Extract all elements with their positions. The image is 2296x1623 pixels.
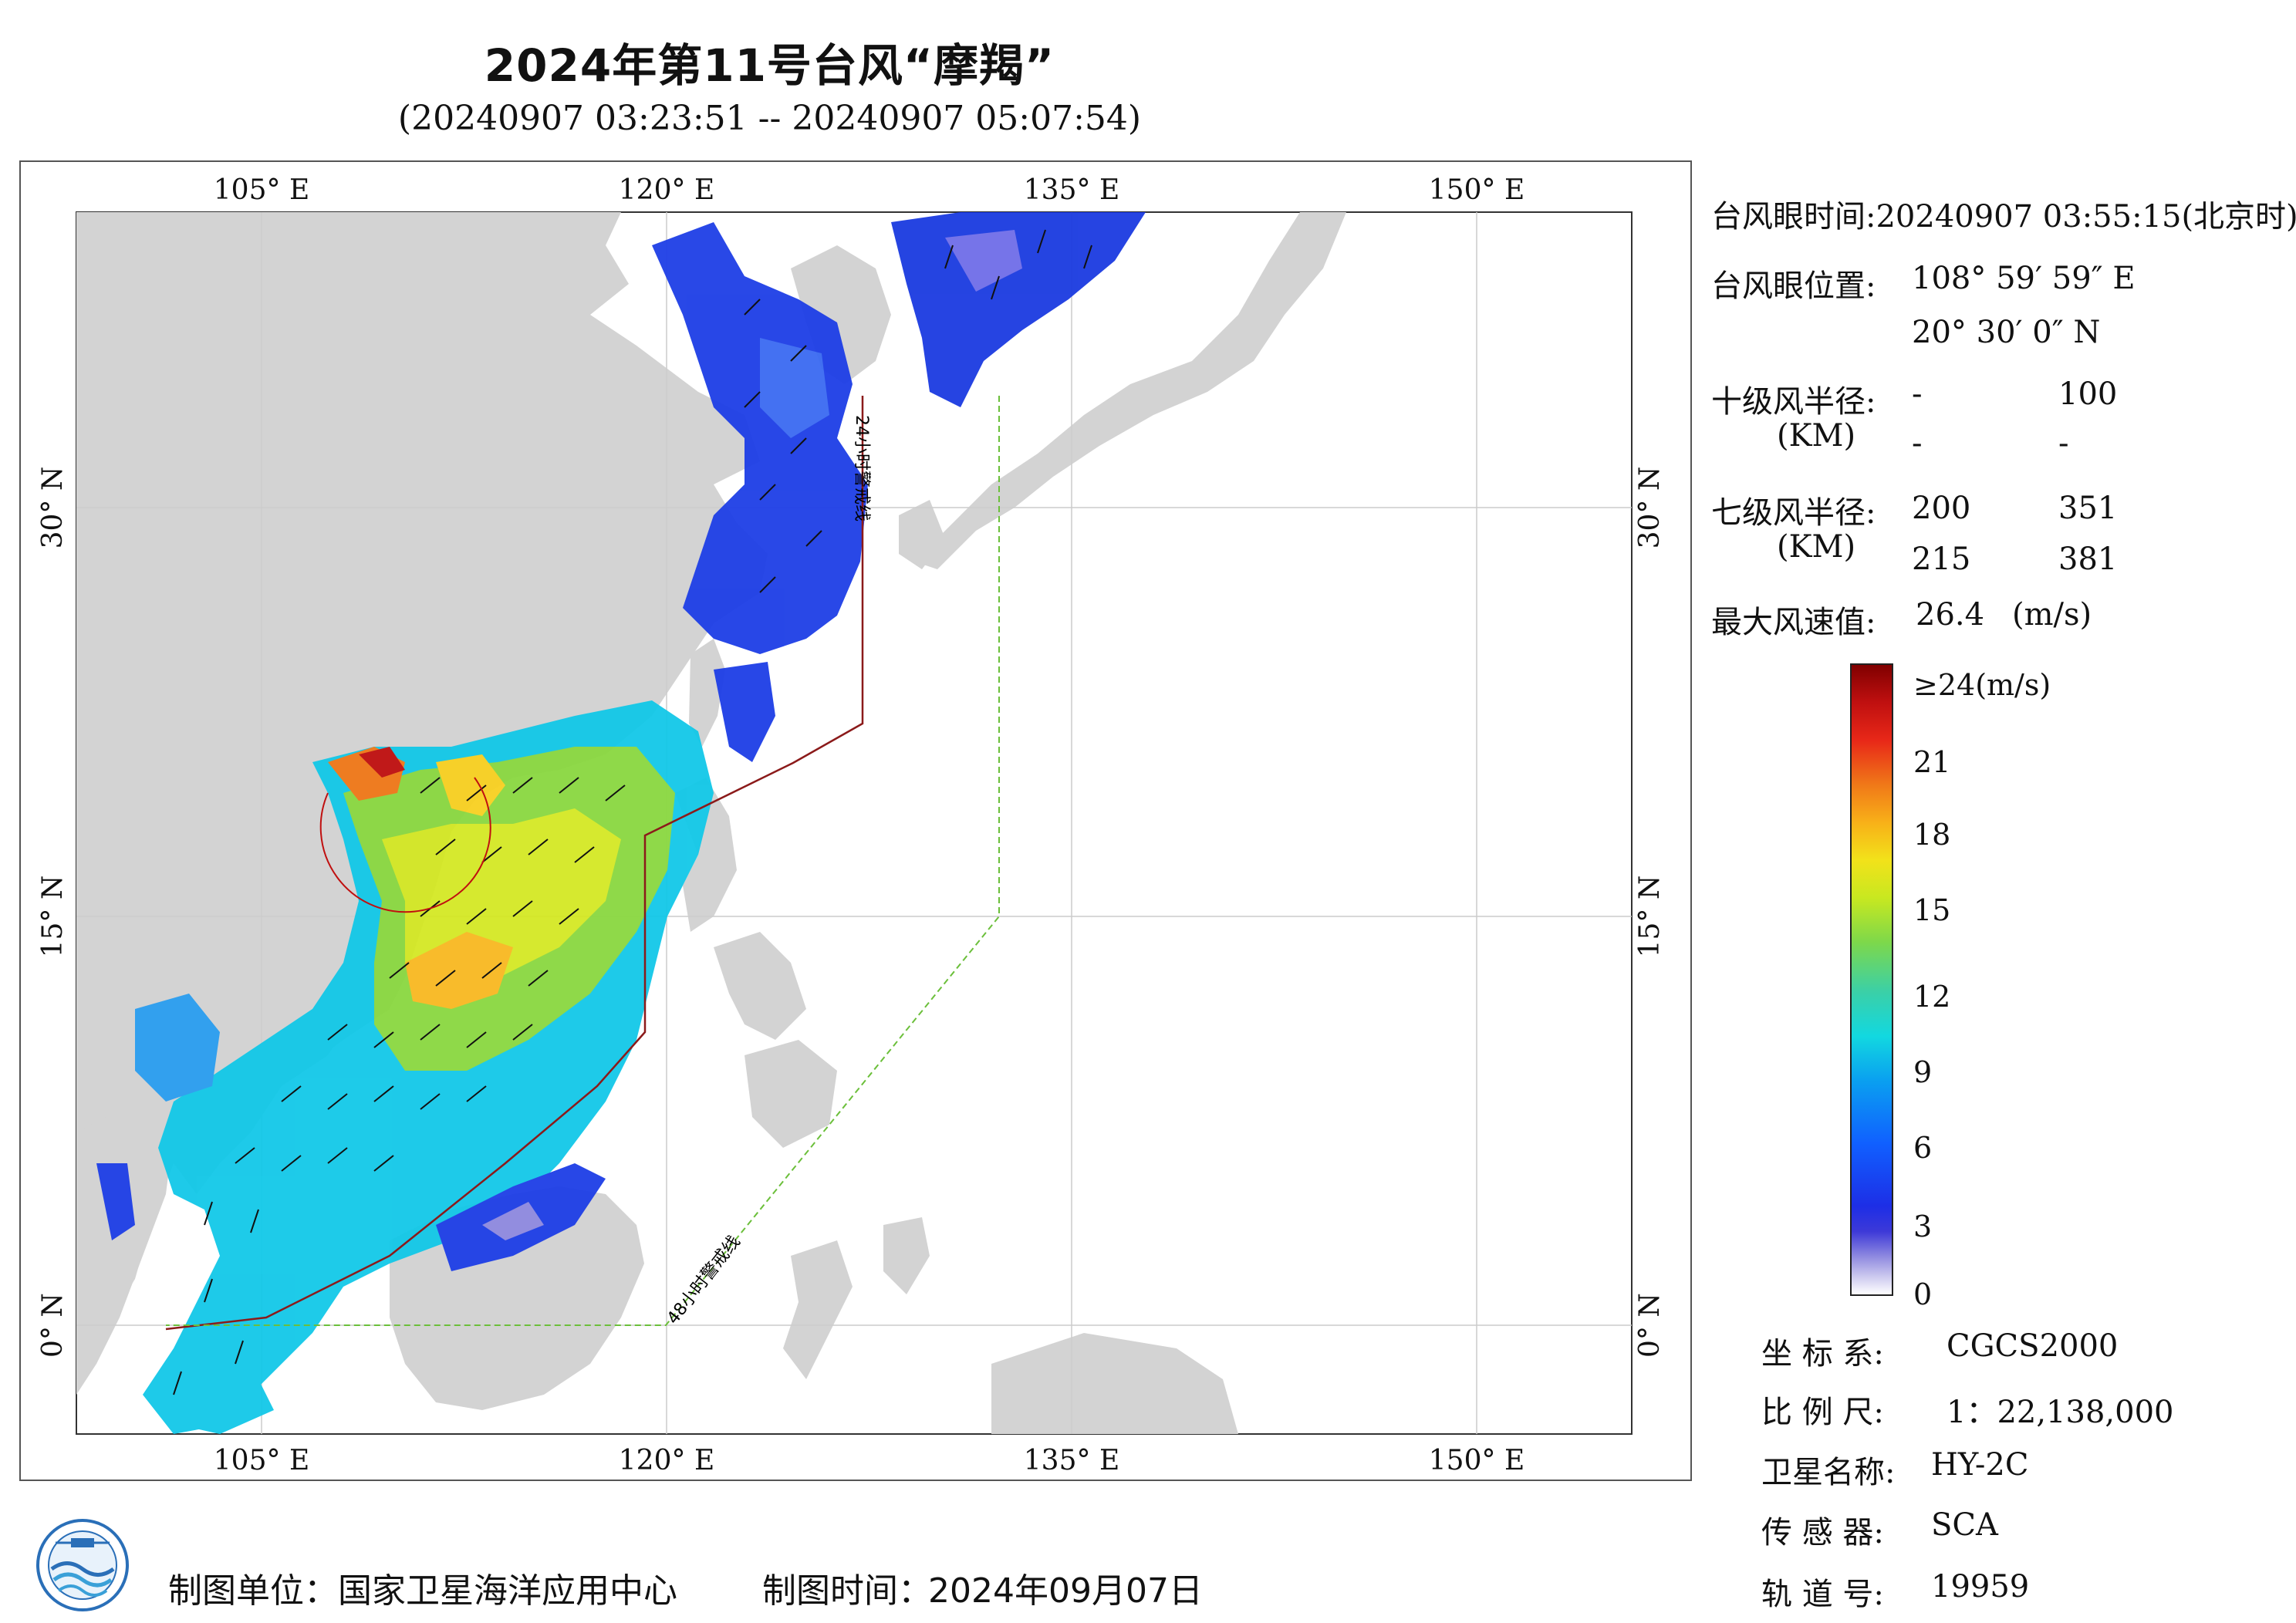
- satellite-value: HY-2C: [1931, 1447, 2029, 1483]
- map-frame: [19, 160, 1692, 1481]
- land-kyushu: [899, 500, 945, 569]
- r7-unit: (KM): [1777, 529, 1856, 565]
- land-sulawesi: [783, 1240, 853, 1379]
- warning-line-24h: [165, 396, 864, 1331]
- satellite-label: 卫星名称:: [1761, 1455, 1896, 1490]
- wind-map: 24小时警戒线 48小时警戒线 105° E 120° E 135° E 150…: [37, 174, 1666, 1476]
- eye-lat-value: 20° 30′ 0″ N: [1912, 315, 2101, 350]
- left-lat-label-0: 0° N: [37, 1293, 69, 1358]
- r10-value-4: -: [2058, 426, 2069, 461]
- orbit-value: 19959: [1931, 1569, 2030, 1604]
- top-lon-label-135: 135° E: [1024, 174, 1119, 206]
- legend-tick-12: 12: [1913, 980, 1951, 1014]
- legend-tick-18: 18: [1913, 818, 1951, 852]
- top-lon-label-120: 120° E: [619, 174, 714, 206]
- land-japan: [914, 212, 1346, 569]
- max-wind-unit: (m/s): [2012, 597, 2092, 633]
- eye-lon-value: 108° 59′ 59″ E: [1912, 261, 2136, 296]
- crs-value: CGCS2000: [1947, 1328, 2119, 1364]
- eye-time-row: 台风眼时间:20240907 03:55:15(北京时): [1711, 191, 2296, 236]
- land-mindanao: [745, 1040, 837, 1148]
- legend-tick-15: 15: [1913, 893, 1951, 927]
- footer-time-label: 制图时间：: [762, 1571, 932, 1611]
- legend-tick-0: 0: [1913, 1277, 1933, 1311]
- sensor-label: 传 感 器:: [1761, 1515, 1884, 1550]
- footer-time-value: 2024年09月07日: [928, 1571, 1203, 1611]
- land-halmahera: [883, 1217, 930, 1294]
- scale-label: 比 例 尺:: [1761, 1395, 1884, 1430]
- orbit-label: 轨 道 号:: [1761, 1577, 1884, 1612]
- land-visayas: [714, 932, 806, 1040]
- r10-label: 十级风半径:: [1711, 384, 1876, 420]
- max-wind-value: 26.4: [1916, 597, 1985, 633]
- scale-value: 1：22,138,000: [1947, 1395, 2174, 1430]
- crs-label: 坐 标 系:: [1761, 1336, 1884, 1372]
- warning-label-24h: 24小时警戒线: [852, 415, 871, 521]
- legend-tick-6: 6: [1913, 1131, 1933, 1165]
- max-wind-label: 最大风速值:: [1711, 605, 1876, 640]
- top-lon-label-150: 150° E: [1429, 174, 1524, 206]
- eye-time-label: 台风眼时间:: [1711, 199, 1876, 235]
- r10-value-3: -: [1912, 426, 1923, 461]
- r10-value-2: 100: [2058, 376, 2118, 412]
- left-lat-label-30: 30° N: [37, 467, 69, 549]
- map-subtitle: (20240907 03:23:51 -- 20240907 05:07:54): [397, 99, 1142, 138]
- warning-line-48h: [166, 396, 1000, 1326]
- right-lat-label-0: 0° N: [1634, 1293, 1666, 1358]
- right-lat-label-30: 30° N: [1634, 467, 1666, 549]
- land-newguinea: [991, 1333, 1238, 1434]
- eye-time-value: 20240907 03:55:15(北京时): [1876, 199, 2296, 235]
- r7-value-2: 351: [2058, 491, 2118, 526]
- legend-tick-9: 9: [1913, 1055, 1933, 1089]
- land-taiwan: [689, 639, 725, 747]
- footer-maker: 制图单位：国家卫星海洋应用中心: [168, 1571, 677, 1611]
- top-lon-label-105: 105° E: [214, 174, 309, 206]
- left-lat-label-15: 15° N: [37, 876, 69, 958]
- eye-pos-label: 台风眼位置:: [1711, 268, 1876, 304]
- r7-value-4: 381: [2058, 542, 2118, 577]
- nsoas-logo-icon: [36, 1519, 129, 1611]
- bottom-lon-label-135: 135° E: [1024, 1445, 1119, 1476]
- bottom-lon-label-105: 105° E: [214, 1445, 309, 1476]
- r10-value-1: -: [1912, 376, 1923, 412]
- typhoon-radius-arc: [319, 777, 491, 913]
- wind-speed-colorbar: [1850, 663, 1893, 1296]
- r7-value-3: 215: [1912, 542, 1971, 577]
- wind-barbs: [173, 229, 1092, 1395]
- legend-top-label: ≥24(m/s): [1913, 668, 2051, 702]
- bottom-lon-label-120: 120° E: [619, 1445, 714, 1476]
- r10-unit: (KM): [1777, 418, 1856, 454]
- r7-value-1: 200: [1912, 491, 1971, 526]
- wind-swath: [96, 212, 1146, 1434]
- map-title: 2024年第11号台风“摩羯”: [484, 39, 1055, 92]
- right-lat-label-15: 15° N: [1634, 876, 1666, 958]
- bottom-lon-label-150: 150° E: [1429, 1445, 1524, 1476]
- legend-tick-21: 21: [1913, 745, 1951, 779]
- legend-tick-3: 3: [1913, 1210, 1933, 1243]
- r7-label: 七级风半径:: [1711, 495, 1876, 531]
- sensor-value: SCA: [1931, 1507, 1998, 1543]
